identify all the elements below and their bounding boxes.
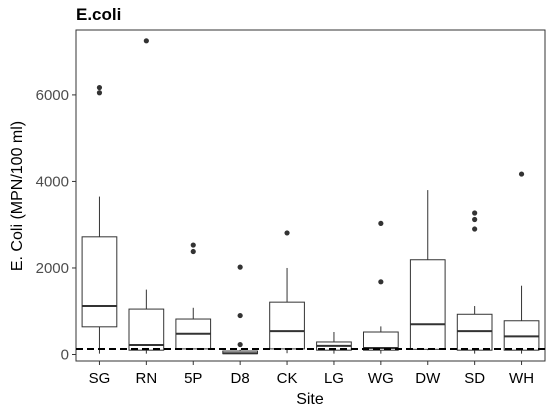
outlier-point [96, 90, 103, 96]
box-rect [81, 236, 118, 328]
x-axis: SG RN 5P D8 CK LG WG DW SD WH [89, 361, 534, 387]
outlier-point [143, 38, 149, 44]
x-tick-label: LG [324, 370, 344, 387]
box-5p [175, 242, 212, 350]
box-d8 [222, 264, 259, 355]
x-tick-label: WG [368, 370, 394, 387]
box-sd [456, 210, 493, 354]
x-axis-label: Site [296, 391, 324, 408]
box-sg [81, 84, 118, 354]
x-tick-label: DW [415, 370, 441, 387]
outlier-point [472, 226, 478, 232]
box-rect [409, 259, 446, 350]
chart-title: E.coli [76, 5, 121, 24]
outlier-point [237, 312, 243, 319]
outlier-point [190, 242, 196, 248]
box-rect [128, 308, 165, 351]
y-tick-label: 4000 [36, 173, 69, 190]
outlier-point [237, 341, 243, 348]
box-wg [362, 220, 399, 354]
plot-panel [75, 29, 546, 362]
x-tick-label: 5P [184, 370, 202, 387]
y-tick-label: 6000 [36, 87, 69, 104]
outlier-point [472, 216, 478, 223]
y-tick-label: 2000 [36, 260, 69, 277]
x-tick-label: D8 [231, 370, 250, 387]
outlier-point [518, 171, 525, 177]
outlier-point [190, 248, 196, 255]
outlier-point [378, 220, 384, 227]
x-tick-label: RN [136, 370, 158, 387]
outlier-point [378, 279, 384, 285]
y-tick-label: 0 [61, 347, 69, 364]
box-rn [128, 38, 165, 354]
outlier-point [96, 84, 103, 91]
y-axis-label: E. Coli (MPN/100 ml) [9, 121, 26, 271]
box-wh [503, 171, 540, 354]
x-tick-label: WH [509, 370, 534, 387]
outlier-point [237, 264, 243, 270]
boxes-layer [81, 38, 540, 355]
box-rect [362, 331, 399, 351]
box-ck [269, 230, 305, 354]
outlier-point [284, 230, 290, 236]
box-rect [269, 301, 305, 350]
box-rect [456, 313, 493, 351]
box-dw [409, 190, 446, 351]
x-tick-label: SD [464, 370, 485, 387]
box-lg [316, 332, 352, 354]
x-tick-label: SG [89, 370, 111, 387]
x-tick-label: CK [277, 370, 298, 387]
outlier-point [472, 210, 478, 216]
y-axis: 0 2000 4000 6000 [36, 87, 76, 364]
